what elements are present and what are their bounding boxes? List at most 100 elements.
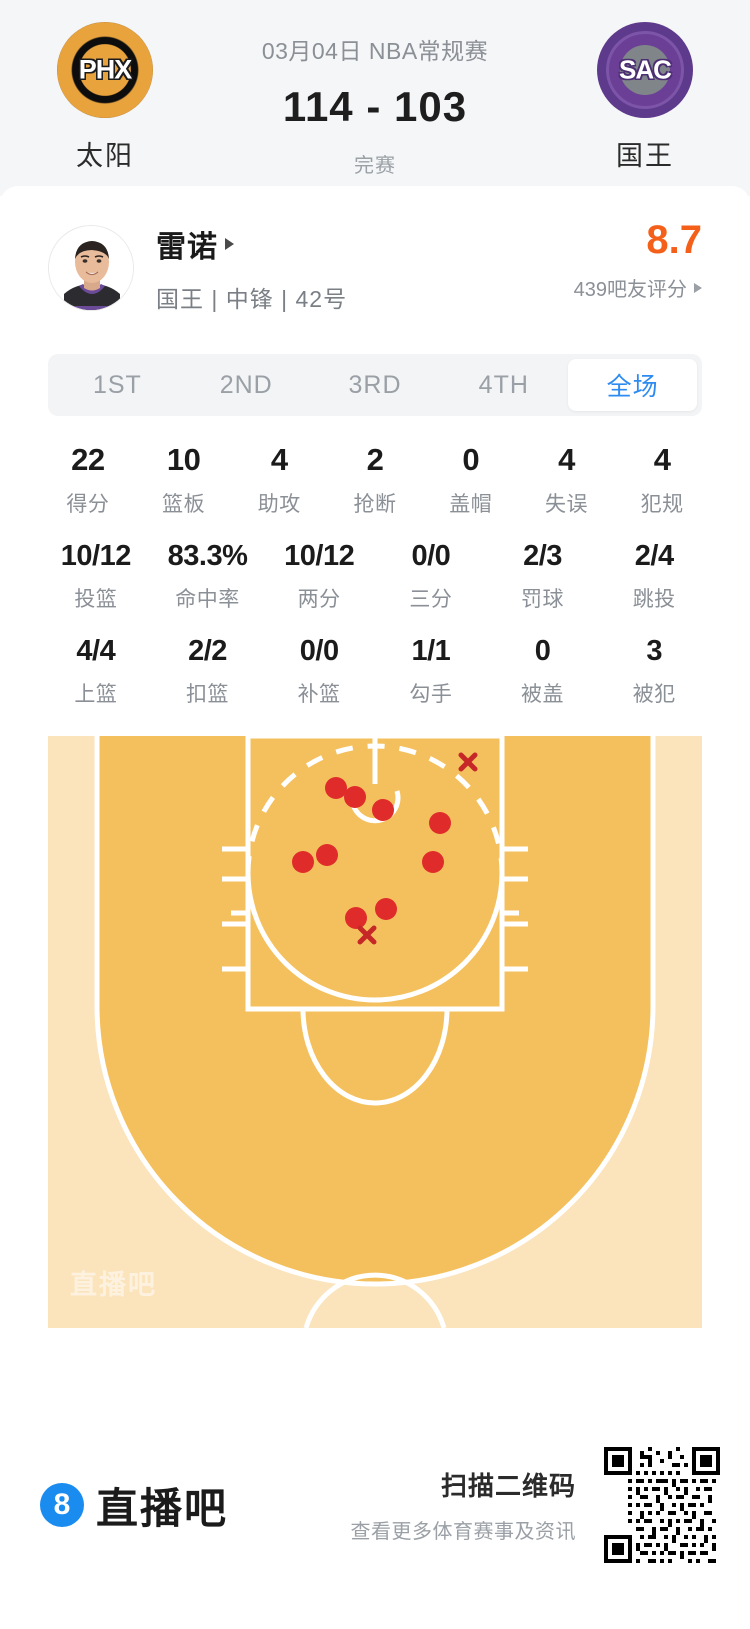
away-team[interactable]: SAC 国王 xyxy=(540,0,750,173)
stat-value: 10/12 xyxy=(284,540,355,572)
stat-layups: 4/4 上篮 xyxy=(40,635,152,708)
player-header: 雷诺 国王 | 中锋 | 42号 8.7 439吧友评分 xyxy=(0,186,750,314)
shot-missed xyxy=(357,925,377,945)
stat-label: 两分 xyxy=(297,588,341,611)
rating-block[interactable]: 8.7 439吧友评分 xyxy=(574,218,702,302)
stat-label: 盖帽 xyxy=(449,493,493,516)
player-meta: 雷诺 国王 | 中锋 | 42号 xyxy=(156,222,347,314)
stat-label: 被犯 xyxy=(632,683,676,706)
stat-jumpshots: 2/4 跳投 xyxy=(598,540,710,613)
stat-hookshots: 1/1 勾手 xyxy=(375,635,487,708)
court-diagram xyxy=(48,736,702,1328)
shot-chart[interactable]: 直播吧 xyxy=(48,736,702,1328)
stat-value: 4 xyxy=(558,442,575,477)
match-label: 03月04日 NBA常规赛 xyxy=(261,38,489,64)
rating-label-row: 439吧友评分 xyxy=(574,273,702,302)
shot-made xyxy=(344,786,366,808)
stat-rebounds: 10 篮板 xyxy=(136,442,232,518)
stat-fg-pct: 83.3% 命中率 xyxy=(152,540,264,613)
final-score: 114 - 103 xyxy=(282,83,468,130)
stat-field-goals: 10/12 投篮 xyxy=(40,540,152,613)
shot-made xyxy=(316,844,338,866)
player-avatar[interactable] xyxy=(48,225,134,311)
stat-dunks: 2/2 扣篮 xyxy=(152,635,264,708)
player-card: 雷诺 国王 | 中锋 | 42号 8.7 439吧友评分 1ST 2ND 3RD… xyxy=(0,186,750,1328)
stat-value: 83.3% xyxy=(167,540,248,572)
stat-label: 命中率 xyxy=(175,588,240,611)
shot-made xyxy=(422,851,444,873)
shot-made xyxy=(375,898,397,920)
avatar-image xyxy=(49,226,133,310)
stat-shots-blocked: 0 被盖 xyxy=(487,635,599,708)
stat-fouls-drawn: 3 被犯 xyxy=(598,635,710,708)
stat-turnovers: 4 失误 xyxy=(519,442,615,518)
stat-row-shooting: 10/12 投篮 83.3% 命中率 10/12 两分 0/0 三分 2/3 罚… xyxy=(0,540,750,613)
player-rating-label: 439吧友评分 xyxy=(573,279,687,301)
scoreboard-header: PHX 太阳 03月04日 NBA常规赛 114 - 103 完赛 SAC 国王 xyxy=(0,0,750,196)
stat-value: 4/4 xyxy=(76,635,116,667)
shot-made xyxy=(372,799,394,821)
tab-full-game[interactable]: 全场 xyxy=(568,359,697,411)
stat-fouls: 4 犯规 xyxy=(614,442,710,518)
game-status: 完赛 xyxy=(354,155,396,177)
shot-made xyxy=(325,777,347,799)
stat-steals: 2 抢断 xyxy=(327,442,423,518)
stat-label: 得分 xyxy=(66,493,110,516)
stat-free-throws: 2/3 罚球 xyxy=(487,540,599,613)
stat-label: 失误 xyxy=(544,493,588,516)
qr-subtitle: 查看更多体育赛事及资讯 xyxy=(350,1521,576,1543)
player-name-row[interactable]: 雷诺 xyxy=(156,222,347,266)
home-team-abbr: PHX xyxy=(78,54,133,85)
stat-row-basic: 22 得分 10 篮板 4 助攻 2 抢断 0 盖帽 4 失误 xyxy=(0,442,750,518)
stat-label: 上篮 xyxy=(74,683,118,706)
stat-value: 4 xyxy=(653,442,671,477)
triangle-right-icon xyxy=(225,238,234,250)
player-rating-value: 8.7 xyxy=(646,218,702,262)
shot-made xyxy=(429,812,451,834)
stat-value: 2/2 xyxy=(188,635,227,667)
stat-value: 2/4 xyxy=(634,540,674,572)
page-footer: 8 直播吧 扫描二维码 查看更多体育赛事及资讯 xyxy=(0,1381,750,1629)
tab-2nd[interactable]: 2ND xyxy=(219,370,273,399)
stat-value: 10/12 xyxy=(60,540,132,572)
stat-blocks: 0 盖帽 xyxy=(423,442,519,518)
tab-4th[interactable]: 4TH xyxy=(478,370,529,399)
stat-value: 22 xyxy=(71,442,105,477)
shot-missed xyxy=(458,752,478,772)
stat-label: 跳投 xyxy=(632,588,676,611)
stat-label: 罚球 xyxy=(521,588,565,611)
home-team[interactable]: PHX 太阳 xyxy=(0,0,210,173)
phoenix-suns-logo-icon: PHX xyxy=(57,22,153,118)
stat-value: 2/3 xyxy=(523,540,562,572)
stat-tipins: 0/0 补篮 xyxy=(263,635,375,708)
stat-label: 被盖 xyxy=(521,683,565,706)
tab-1st[interactable]: 1ST xyxy=(92,370,142,399)
stat-value: 0 xyxy=(462,442,480,477)
qr-section[interactable]: 扫描二维码 查看更多体育赛事及资讯 xyxy=(350,1447,720,1563)
stat-label: 扣篮 xyxy=(186,683,229,706)
sacramento-kings-logo-icon: SAC xyxy=(597,22,693,118)
stat-points: 22 得分 xyxy=(40,442,136,518)
stat-value: 1/1 xyxy=(411,635,451,667)
shot-made xyxy=(345,907,367,929)
court-watermark: 直播吧 xyxy=(70,1270,157,1300)
stat-label: 篮板 xyxy=(162,493,206,516)
shot-markers xyxy=(292,752,478,945)
stat-row-shot-types: 4/4 上篮 2/2 扣篮 0/0 补篮 1/1 勾手 0 被盖 3 被犯 xyxy=(0,635,750,708)
away-team-name: 国王 xyxy=(616,141,674,171)
stat-label: 抢断 xyxy=(353,493,397,516)
stat-value: 10 xyxy=(166,442,201,477)
stat-label: 勾手 xyxy=(409,683,453,706)
brand-badge-icon: 8 xyxy=(40,1483,84,1527)
stat-value: 0/0 xyxy=(411,540,451,572)
period-tabs: 1ST 2ND 3RD 4TH 全场 xyxy=(48,354,702,416)
qr-title: 扫描二维码 xyxy=(440,1471,576,1501)
stat-value: 4 xyxy=(270,442,288,477)
brand-name: 直播吧 xyxy=(96,1484,229,1532)
player-team-position-number: 国王 | 中锋 | 42号 xyxy=(156,286,348,312)
brand-logo[interactable]: 8 直播吧 xyxy=(40,1475,228,1536)
tab-3rd[interactable]: 3RD xyxy=(348,370,402,399)
triangle-right-icon xyxy=(694,282,702,293)
stat-label: 投篮 xyxy=(74,588,118,611)
